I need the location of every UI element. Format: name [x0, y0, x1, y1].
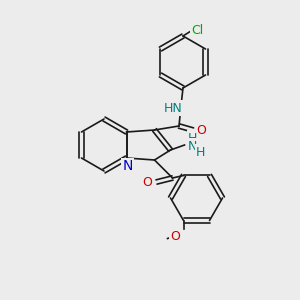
Text: O: O — [142, 176, 152, 190]
Text: N: N — [122, 159, 133, 173]
Text: H: H — [196, 146, 205, 158]
Text: N: N — [188, 140, 197, 152]
Text: O: O — [196, 124, 206, 137]
Text: O: O — [171, 230, 181, 243]
Text: Cl: Cl — [191, 23, 203, 37]
Text: H: H — [188, 131, 197, 145]
Text: HN: HN — [164, 101, 182, 115]
